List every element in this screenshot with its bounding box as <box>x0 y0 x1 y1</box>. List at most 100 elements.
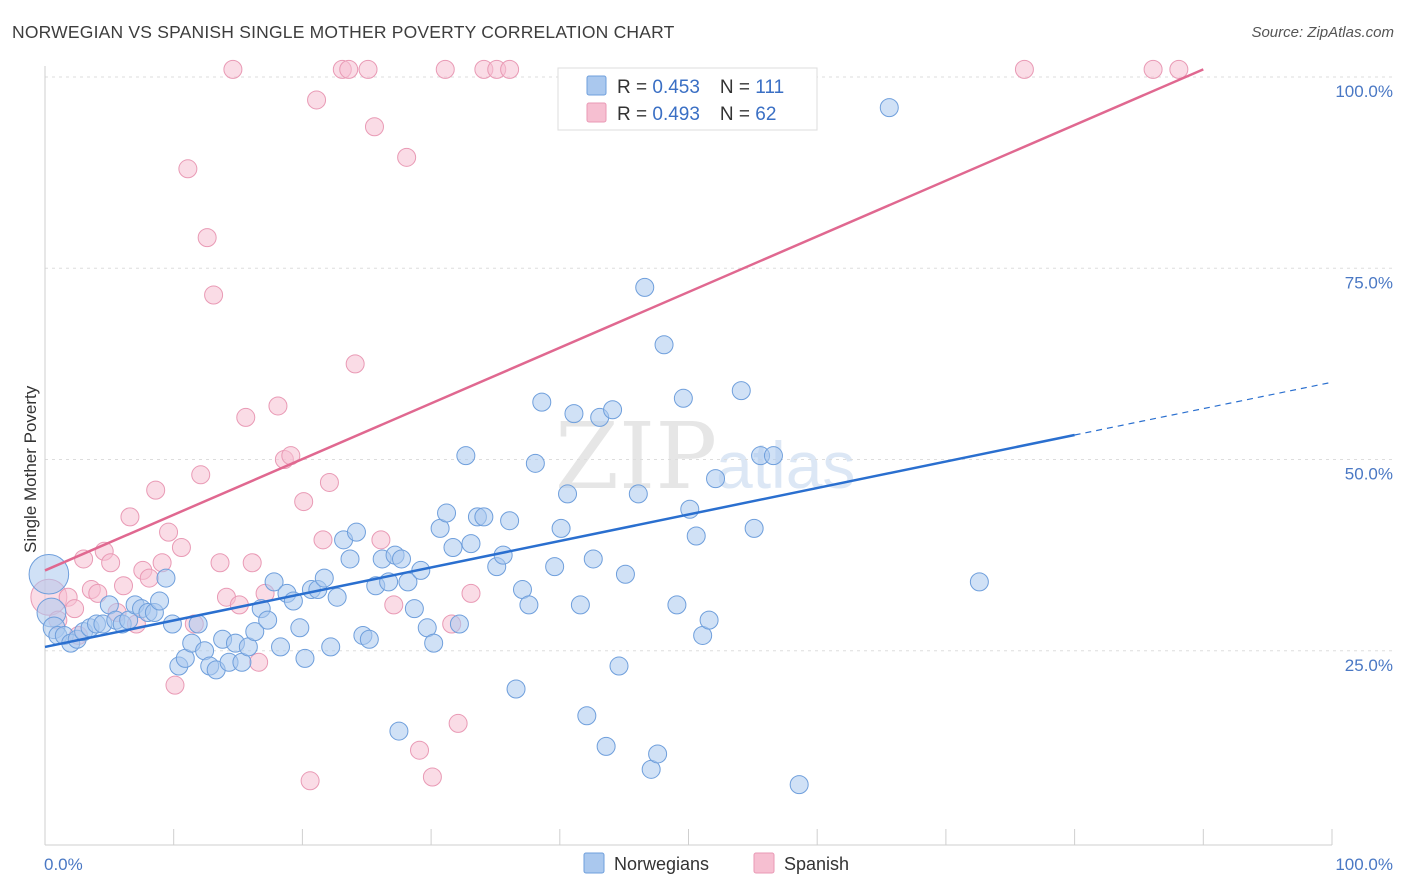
norwegian-point <box>603 400 623 420</box>
norwegian-point <box>545 557 565 577</box>
legend-n-label: N = <box>720 104 755 125</box>
norwegian-point <box>635 277 655 297</box>
spanish-point <box>1143 59 1163 79</box>
norwegian-point <box>500 511 520 531</box>
norwegian-point <box>404 599 424 619</box>
norwegian-point <box>686 526 706 546</box>
norwegian-point <box>340 549 360 569</box>
norwegian-point <box>321 637 341 657</box>
norwegian-point <box>628 484 648 504</box>
norwegian-points <box>28 98 989 795</box>
norwegian-point <box>648 744 668 764</box>
norwegian-point <box>558 484 578 504</box>
norwegian-point <box>577 706 597 726</box>
norwegian-point <box>699 610 719 630</box>
norwegian-point <box>673 388 693 408</box>
norwegian-point <box>583 549 603 569</box>
norwegian-point <box>443 537 463 557</box>
bottom-legend-label-spanish: Spanish <box>784 854 849 874</box>
norwegian-point <box>162 614 182 634</box>
spanish-point <box>461 583 481 603</box>
bottom-legend-swatch-spanish <box>753 852 775 874</box>
spanish-point <box>397 147 417 167</box>
spanish-point <box>500 59 520 79</box>
y-tick-label: 25.0% <box>1345 656 1393 675</box>
norwegian-point <box>564 404 584 424</box>
spanish-point <box>448 713 468 733</box>
norwegian-point <box>519 595 539 615</box>
norwegian-point <box>731 381 751 401</box>
source-credit: Source: ZipAtlas.com <box>1251 24 1394 41</box>
norwegian-point <box>290 618 310 638</box>
spanish-point <box>88 583 108 603</box>
axes <box>44 66 1333 846</box>
spanish-trend-line <box>44 68 1204 572</box>
spanish-point <box>435 59 455 79</box>
norwegian-point <box>706 469 726 489</box>
legend-r-value: 0.453 <box>652 77 700 98</box>
bottom-legend-label-norwegians: Norwegians <box>614 854 709 874</box>
legend-r-label: R = <box>617 104 652 125</box>
bottom-legend: Norwegians Spanish <box>583 852 849 874</box>
norwegian-point <box>264 572 284 592</box>
norwegian-point <box>391 549 411 569</box>
norwegian-point <box>424 633 444 653</box>
norwegian-point <box>28 553 70 595</box>
norwegian-point <box>437 503 457 523</box>
spanish-point <box>171 537 191 557</box>
tick-labels: 25.0% 50.0% 75.0% 100.0% 0.0% 100.0% <box>44 82 1393 874</box>
spanish-point <box>210 553 230 573</box>
spanish-point <box>165 675 185 695</box>
legend-row-norwegians: R = 0.453 N = 111 <box>617 77 784 98</box>
spanish-point <box>1014 59 1034 79</box>
legend-swatch-spanish <box>586 102 607 123</box>
norwegian-point <box>744 518 764 538</box>
norwegian-point <box>596 736 616 756</box>
legend-n-value: 62 <box>755 104 776 125</box>
y-axis-label: Single Mother Poverty <box>21 385 40 553</box>
norwegian-trend-line <box>44 433 1075 649</box>
norwegian-point <box>258 610 278 630</box>
legend-r-value: 0.493 <box>652 104 700 125</box>
legend-swatch-norwegians <box>586 75 607 96</box>
norwegian-point <box>295 648 315 668</box>
spanish-point <box>313 530 333 550</box>
spanish-point <box>120 507 140 527</box>
spanish-point <box>294 492 314 512</box>
spanish-point <box>178 159 198 179</box>
spanish-point <box>384 595 404 615</box>
norwegian-point <box>532 392 552 412</box>
norwegian-point <box>667 595 687 615</box>
norwegian-point <box>449 614 469 634</box>
spanish-point <box>223 59 243 79</box>
bottom-legend-swatch-norwegians <box>583 852 605 874</box>
spanish-point <box>114 576 134 596</box>
norwegian-point <box>615 564 635 584</box>
spanish-point <box>307 90 327 110</box>
spanish-point <box>159 522 179 542</box>
spanish-point <box>410 740 430 760</box>
y-tick-label: 75.0% <box>1345 273 1393 292</box>
spanish-point <box>268 396 288 416</box>
norwegian-point <box>551 518 571 538</box>
x-tick-label-min: 0.0% <box>44 855 83 874</box>
norwegian-point <box>474 507 494 527</box>
legend-n-value: 111 <box>755 77 784 98</box>
norwegian-point <box>314 568 334 588</box>
norwegian-point <box>346 522 366 542</box>
spanish-point <box>197 228 217 248</box>
spanish-point <box>422 767 442 787</box>
y-tick-label: 100.0% <box>1335 82 1393 101</box>
legend: R = 0.453 N = 111 R = 0.493 N = 62 <box>557 67 818 131</box>
norwegian-point <box>271 637 291 657</box>
legend-n-label: N = <box>720 77 755 98</box>
spanish-point <box>242 553 262 573</box>
norwegian-point <box>359 629 379 649</box>
norwegian-point <box>156 568 176 588</box>
norwegian-point <box>327 587 347 607</box>
spanish-point <box>146 480 166 500</box>
spanish-point <box>358 59 378 79</box>
norwegian-point <box>461 534 481 554</box>
norwegian-point <box>609 656 629 676</box>
